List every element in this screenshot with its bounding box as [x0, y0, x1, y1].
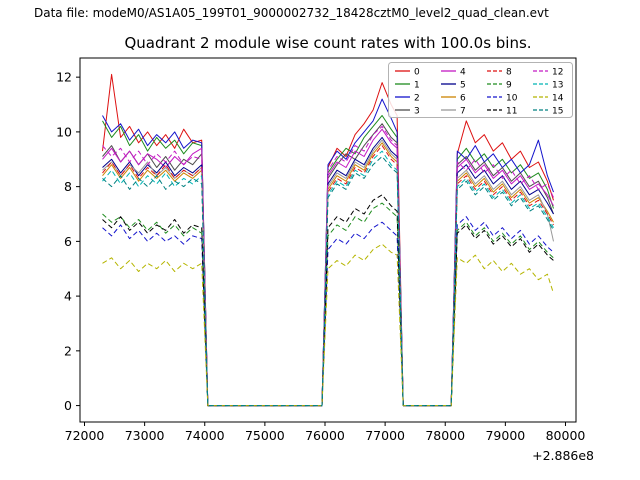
legend-label-2: 2: [414, 94, 420, 104]
series-line-11: [102, 194, 554, 407]
legend-label-14: 14: [552, 94, 564, 104]
y-tick-label: 12: [56, 70, 72, 85]
legend-label-8: 8: [506, 68, 512, 78]
series-line-8: [102, 145, 554, 407]
x-tick-label: 73000: [125, 428, 165, 443]
x-tick-label: 72000: [65, 428, 105, 443]
legend-label-11: 11: [506, 107, 517, 117]
x-tick-label: 78000: [425, 428, 465, 443]
series-line-15: [102, 156, 554, 407]
series-line-4: [102, 128, 554, 407]
x-axis-offset-label: +2.886e8: [532, 448, 594, 463]
legend-frame: [388, 62, 573, 118]
legend-label-6: 6: [460, 94, 466, 104]
axes-frame: [79, 57, 577, 423]
chart-title: Quadrant 2 module wise count rates with …: [124, 34, 532, 52]
legend-label-10: 10: [506, 94, 518, 104]
series-line-9: [102, 202, 554, 407]
legend-label-0: 0: [414, 68, 420, 78]
series-line-10: [102, 216, 554, 407]
y-tick-label: 0: [64, 398, 72, 413]
x-tick-label: 79000: [485, 428, 525, 443]
y-tick-label: 4: [64, 289, 72, 304]
series-line-12: [102, 125, 554, 407]
x-tick-label: 77000: [365, 428, 405, 443]
series-line-1: [102, 115, 554, 407]
data-file-label: Data file: modeM0/AS1A05_199T01_90000027…: [34, 6, 549, 20]
legend-label-9: 9: [506, 81, 512, 91]
series-line-5: [102, 136, 554, 407]
legend-label-4: 4: [460, 68, 466, 78]
series-line-6: [102, 142, 554, 407]
legend-label-12: 12: [552, 68, 563, 78]
y-tick-label: 8: [64, 179, 72, 194]
series-line-0: [102, 73, 554, 407]
legend-label-3: 3: [414, 107, 420, 117]
y-tick-label: 6: [64, 234, 72, 249]
x-tick-label: 74000: [185, 428, 225, 443]
legend-label-5: 5: [460, 81, 466, 91]
x-tick-label: 76000: [305, 428, 345, 443]
y-tick-label: 2: [64, 343, 72, 358]
y-tick-label: 10: [56, 124, 72, 139]
series-line-13: [102, 150, 554, 407]
legend-label-7: 7: [460, 107, 466, 117]
legend-label-13: 13: [552, 81, 563, 91]
series-line-14: [102, 243, 554, 407]
x-tick-label: 80000: [546, 428, 586, 443]
series-line-3: [102, 123, 554, 407]
x-tick-label: 75000: [245, 428, 285, 443]
legend-label-15: 15: [552, 107, 563, 117]
legend-label-1: 1: [414, 81, 420, 91]
